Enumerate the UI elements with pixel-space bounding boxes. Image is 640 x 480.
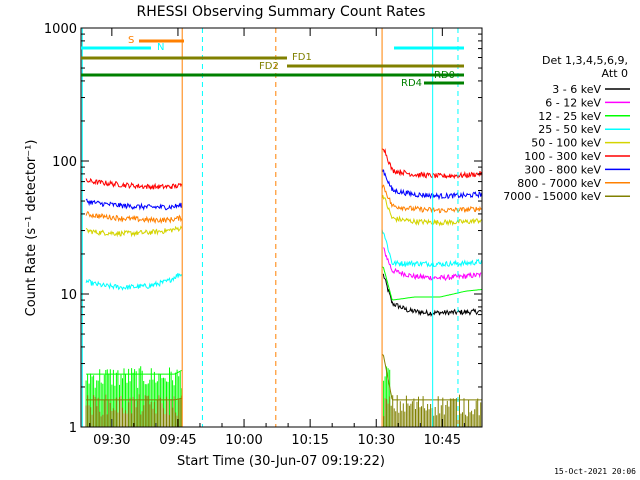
y-tick-label-4: 1000: [44, 22, 77, 37]
config-label-fd2: FD2: [259, 61, 279, 72]
series-noise-9: [85, 394, 482, 427]
plot-frame: [80, 27, 483, 428]
series-line-6: [85, 148, 482, 190]
legend-label-8: 800 - 7000 keV: [517, 177, 601, 190]
x-tick-label-5: 10:30: [358, 433, 395, 448]
legend-label-6: 100 - 300 keV: [524, 150, 601, 163]
legend-label-9: 7000 - 15000 keV: [503, 190, 601, 203]
x-tick-label-1: 09:30: [93, 433, 130, 448]
x-tick-label-2: 09:45: [159, 433, 196, 448]
y-tick-label-2: 10: [60, 288, 77, 303]
legend-header-1: Det 1,3,4,5,6,9,: [542, 54, 628, 67]
chart-title: RHESSI Observing Summary Count Rates: [137, 4, 426, 20]
timestamp-footer: 15-Oct-2021 20:06: [554, 467, 636, 476]
config-label-rd0: RD0: [434, 70, 455, 81]
plot-area: [81, 28, 482, 427]
legend-label-2: 6 - 12 keV: [545, 96, 601, 109]
x-tick-label-3: 10:00: [225, 433, 262, 448]
y-axis-label: Count Rate (s⁻¹ detector⁻¹): [24, 140, 39, 317]
series-line-4: [85, 229, 482, 291]
config-label-n: N: [157, 42, 164, 53]
y-tick-label-3: 100: [52, 155, 77, 170]
series-line-9: [86, 354, 482, 401]
series-line-5: [85, 194, 482, 238]
legend-label-3: 12 - 25 keV: [538, 110, 601, 123]
legend-label-1: 3 - 6 keV: [552, 83, 601, 96]
legend-label-7: 300 - 800 keV: [524, 163, 601, 176]
series-line-3: [86, 266, 482, 375]
x-axis-label: Start Time (30-Jun-07 09:19:22): [177, 454, 385, 469]
x-tick-label-6: 10:45: [424, 433, 461, 448]
configuration-bars: S N FD1 FD2 RD0 RD4: [81, 35, 464, 89]
x-tick-label-4: 10:15: [291, 433, 328, 448]
series-line-8: [85, 184, 482, 225]
config-label-rd4: RD4: [401, 78, 422, 89]
config-label-s: S: [128, 35, 134, 46]
config-label-fd1: FD1: [292, 52, 312, 63]
legend-label-5: 50 - 100 keV: [531, 137, 601, 150]
y-tick-label-1: 1: [69, 421, 77, 436]
legend-label-4: 25 - 50 keV: [538, 123, 601, 136]
series-line-7: [85, 168, 482, 211]
legend-header-2: Att 0: [602, 67, 628, 80]
